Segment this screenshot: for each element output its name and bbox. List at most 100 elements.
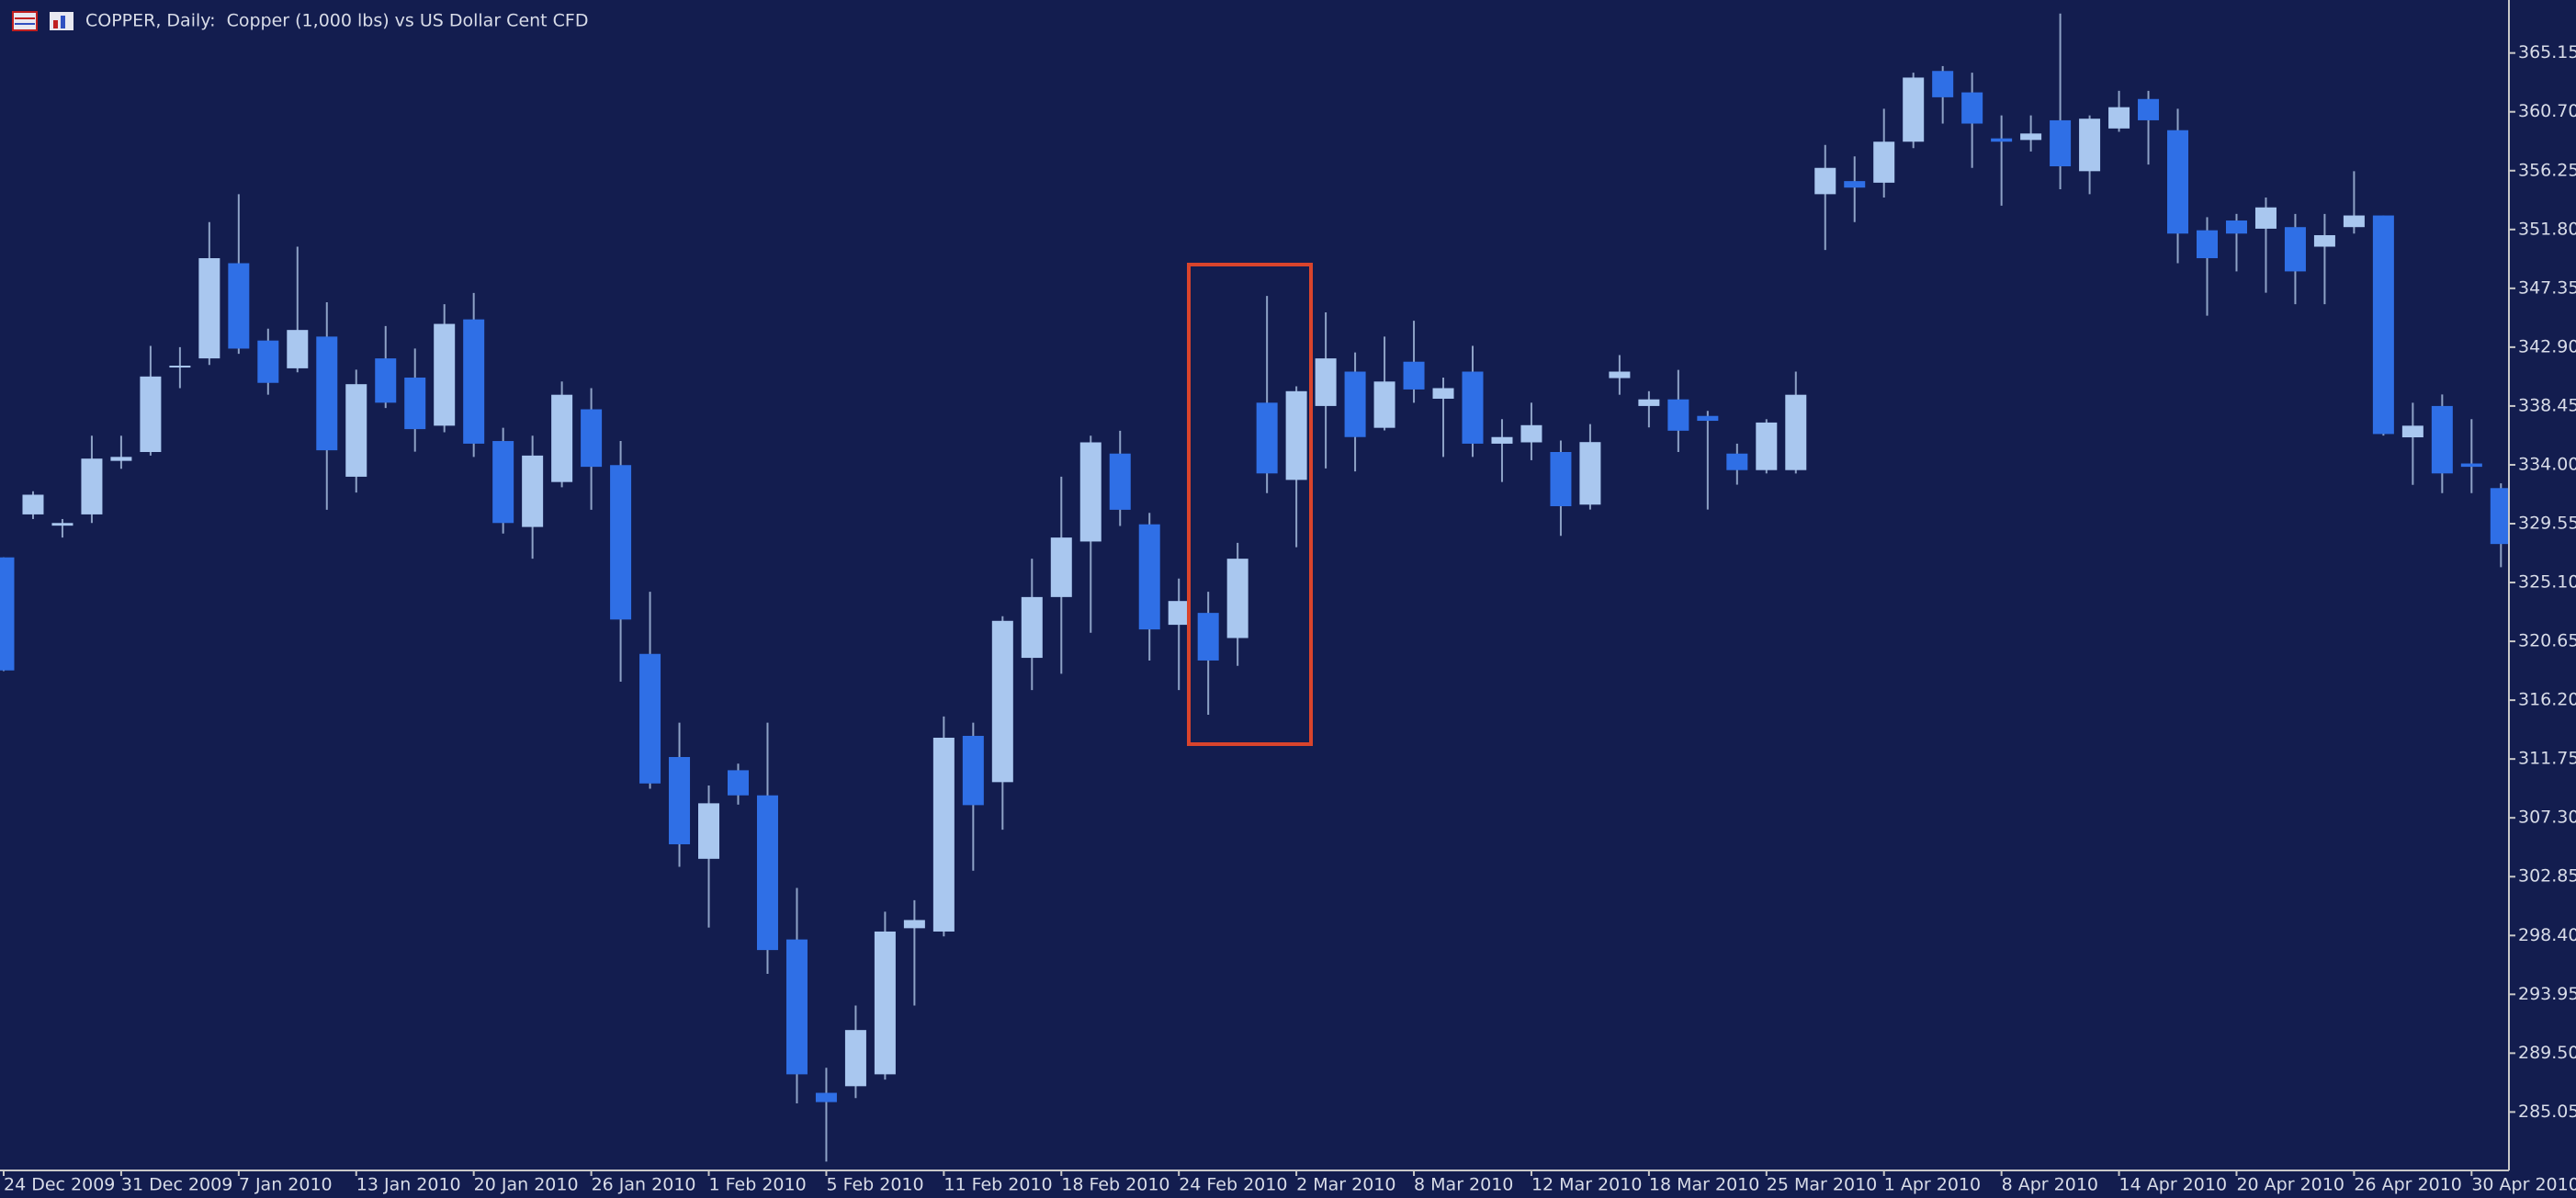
candle-body — [0, 557, 15, 671]
x-tick-label: 14 Apr 2010 — [2119, 1175, 2227, 1195]
candle-body — [1844, 181, 1866, 188]
y-tick-label: 302.85 — [2518, 866, 2576, 887]
candle-body — [2313, 234, 2335, 247]
candle-body — [2401, 425, 2423, 438]
x-tick-label: 11 Feb 2010 — [943, 1175, 1052, 1195]
candle-body — [2225, 220, 2247, 234]
candle-body — [1520, 424, 1542, 443]
candle-body — [2020, 133, 2042, 141]
x-tick-label: 31 Dec 2009 — [121, 1175, 232, 1195]
candle-body — [1609, 371, 1631, 379]
y-tick-label: 338.45 — [2518, 395, 2576, 415]
candle-body — [1756, 422, 1778, 470]
candle-body — [1432, 388, 1454, 400]
candle-body — [785, 939, 808, 1075]
candle-body — [1462, 371, 1484, 444]
candle-body — [1403, 361, 1425, 390]
candle-body — [1226, 559, 1248, 639]
candle-body — [1903, 77, 1925, 142]
candle-body — [522, 455, 544, 527]
y-tick-label: 298.40 — [2518, 925, 2576, 945]
chart-title: COPPER, Daily: Copper (1,000 lbs) vs US … — [85, 11, 589, 31]
x-tick-label: 18 Feb 2010 — [1061, 1175, 1169, 1195]
x-tick-label: 8 Apr 2010 — [2002, 1175, 2098, 1195]
candle-body — [1873, 141, 1895, 183]
candle-body — [110, 457, 132, 461]
candle-body — [1726, 453, 1748, 470]
candle-body — [2490, 488, 2509, 545]
y-tick-label: 293.95 — [2518, 984, 2576, 1004]
candle-body — [551, 394, 573, 482]
y-tick-label: 285.05 — [2518, 1102, 2576, 1122]
y-tick-label: 360.70 — [2518, 101, 2576, 121]
y-tick-label: 351.80 — [2518, 219, 2576, 239]
x-tick-label: 2 Mar 2010 — [1296, 1175, 1395, 1195]
candle-body — [932, 737, 955, 932]
candle-body — [22, 494, 44, 514]
y-tick-label: 289.50 — [2518, 1043, 2576, 1063]
candle-body — [2138, 98, 2160, 120]
candle-body — [2108, 107, 2130, 129]
y-tick-label: 356.25 — [2518, 160, 2576, 180]
candle-body — [991, 620, 1013, 783]
x-tick-label: 25 Mar 2010 — [1767, 1175, 1877, 1195]
candle-body — [140, 376, 162, 452]
candle-body — [1932, 71, 1954, 97]
candle-body — [1785, 394, 1807, 470]
candle-body — [2343, 215, 2365, 228]
x-tick-label: 24 Feb 2010 — [1179, 1175, 1287, 1195]
x-tick-label: 18 Mar 2010 — [1649, 1175, 1759, 1195]
candle-body — [1344, 371, 1366, 437]
x-tick-label: 24 Dec 2009 — [4, 1175, 115, 1195]
candle-body — [1373, 381, 1395, 428]
candle-body — [1579, 442, 1601, 505]
candle-body — [2460, 463, 2482, 468]
candle-body — [1961, 92, 1983, 124]
x-tick-label: 20 Jan 2010 — [474, 1175, 579, 1195]
candle-body — [345, 384, 367, 477]
candle-body — [2431, 405, 2453, 474]
candle-body — [1315, 358, 1337, 406]
candle-body — [581, 409, 603, 468]
candle-body — [257, 340, 279, 383]
x-tick-label: 26 Jan 2010 — [592, 1175, 696, 1195]
candle-body — [2372, 215, 2394, 435]
candle-body — [2167, 130, 2189, 234]
candle-body — [815, 1092, 837, 1102]
window-icon — [12, 11, 73, 31]
candle-body — [610, 465, 632, 620]
candle-body — [639, 653, 661, 784]
candle-body — [492, 441, 514, 524]
y-tick-label: 347.35 — [2518, 277, 2576, 298]
highlight-box — [1187, 263, 1313, 746]
candle-body — [1021, 596, 1043, 659]
candle-body — [1667, 399, 1689, 431]
candle-body — [1079, 442, 1102, 542]
candle-body — [874, 931, 896, 1075]
candle-body — [1491, 436, 1513, 444]
candle-body — [316, 336, 338, 451]
y-tick-label: 316.20 — [2518, 690, 2576, 710]
candle-body — [1638, 399, 1660, 406]
candle-body — [1050, 537, 1072, 597]
y-tick-label: 307.30 — [2518, 808, 2576, 828]
x-tick-label: 1 Apr 2010 — [1884, 1175, 1981, 1195]
x-tick-label: 1 Feb 2010 — [709, 1175, 807, 1195]
y-tick-label: 365.15 — [2518, 42, 2576, 62]
candle-body — [375, 358, 397, 403]
x-tick-label: 13 Jan 2010 — [356, 1175, 461, 1195]
candle-body — [1991, 138, 2013, 142]
x-tick-label: 26 Apr 2010 — [2354, 1175, 2461, 1195]
candle-body — [1168, 601, 1190, 626]
candle-body — [1550, 451, 1572, 507]
candle-body — [2050, 119, 2072, 167]
candle-body — [1138, 524, 1160, 630]
x-tick-label: 30 Apr 2010 — [2471, 1175, 2576, 1195]
candle-body — [198, 258, 220, 359]
y-tick-label: 334.00 — [2518, 454, 2576, 474]
candle-body — [287, 330, 309, 368]
candle-body — [1814, 167, 1836, 195]
